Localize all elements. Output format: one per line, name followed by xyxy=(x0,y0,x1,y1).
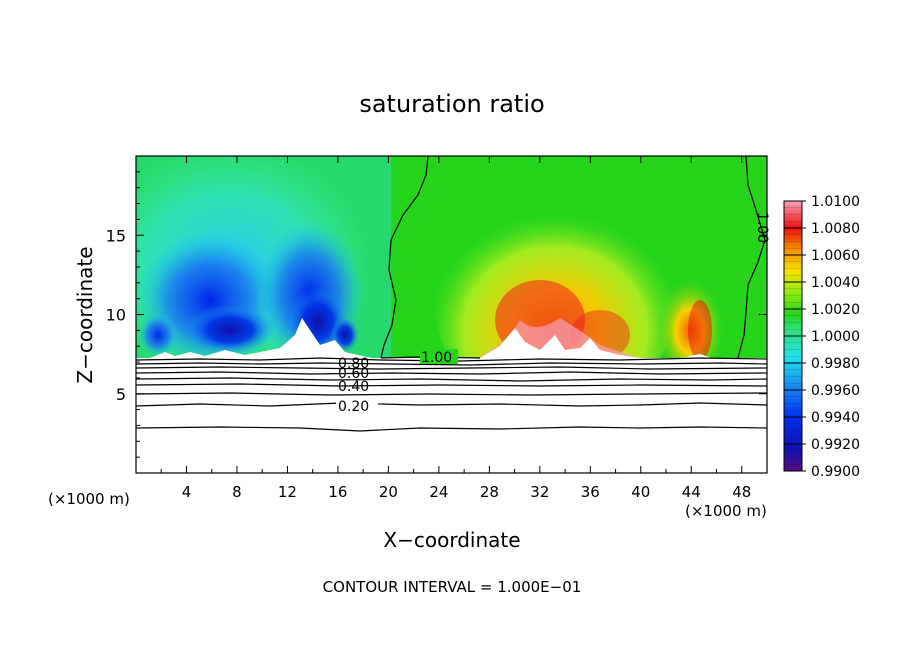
x-axis-label: X−coordinate xyxy=(383,528,520,552)
x-tick-label: 4 xyxy=(182,483,192,501)
field-fill xyxy=(136,156,767,473)
x-tick-label: 16 xyxy=(328,483,347,501)
x-tick-label: 44 xyxy=(682,483,701,501)
contour-label-0-80: 0.80 xyxy=(338,356,369,372)
x-axis-unit-right: (×1000 m) xyxy=(685,502,767,520)
contour-label-1-00: 1.00 xyxy=(421,350,452,366)
colorbar-label: 0.9940 xyxy=(811,410,860,426)
x-tick-label: 48 xyxy=(732,483,751,501)
contour-label-bg xyxy=(420,349,458,364)
x-tick-label: 12 xyxy=(278,483,297,501)
x-tick-label: 20 xyxy=(379,483,398,501)
contour-label-0-40: 0.40 xyxy=(338,379,369,395)
colorbar-label: 1.0040 xyxy=(811,275,860,291)
colorbar-label: 1.0000 xyxy=(811,329,860,345)
colorbar-label: 1.0080 xyxy=(811,221,860,237)
colorbar-label: 0.9920 xyxy=(811,437,860,453)
colorbar-label: 0.9900 xyxy=(811,464,860,480)
colorbar-label: 0.9980 xyxy=(811,356,860,372)
contour-interval-note: CONTOUR INTERVAL = 1.000E−01 xyxy=(323,578,582,596)
colorbar-labels: 1.0100 1.0080 1.0060 1.0040 1.0020 1.0000 0.99… xyxy=(811,194,860,480)
x-tick-label: 40 xyxy=(631,483,650,501)
y-axis: 5 10 15 xyxy=(106,171,767,458)
contour-label-0-20: 0.20 xyxy=(338,399,369,415)
x-tick-label: 24 xyxy=(429,483,448,501)
x-tick-label: 36 xyxy=(581,483,600,501)
colorbar-label: 1.0100 xyxy=(811,194,860,210)
contour-label-group: 1.00 0.80 0.60 0.40 0.20 1.00 xyxy=(336,212,770,415)
x-axis-unit-left: (×1000 m) xyxy=(48,490,130,508)
colorbar-label: 1.0020 xyxy=(811,302,860,318)
y-axis-label: Z−coordinate xyxy=(73,246,97,383)
y-tick-label: 10 xyxy=(106,306,126,325)
colorbar-bands xyxy=(784,200,806,472)
colorbar: 1.0100 1.0080 1.0060 1.0040 1.0020 1.0000 0.99… xyxy=(783,194,860,480)
y-tick-label: 5 xyxy=(116,385,126,404)
x-tick-label: 28 xyxy=(480,483,499,501)
colorbar-label: 1.0060 xyxy=(811,248,860,264)
colorbar-label: 0.9960 xyxy=(811,383,860,399)
contour-label-bg xyxy=(336,398,378,412)
contour-label-0-60: 0.60 xyxy=(338,366,369,382)
x-tick-label: 8 xyxy=(232,483,242,501)
x-tick-label: 32 xyxy=(530,483,549,501)
x-axis: 4 8 12 16 20 24 28 32 36 40 44 48 xyxy=(160,156,751,501)
chart-title: saturation ratio xyxy=(359,90,544,118)
y-tick-label: 15 xyxy=(106,226,126,245)
